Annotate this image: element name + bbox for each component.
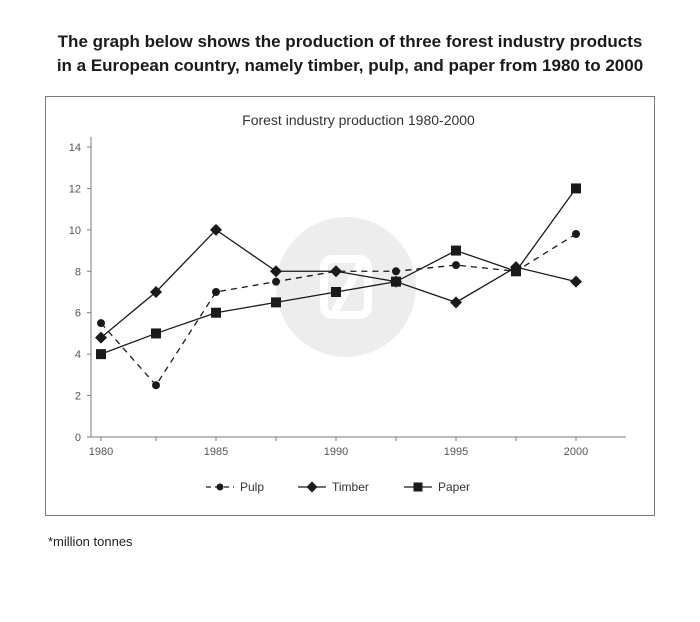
svg-text:1995: 1995 — [444, 446, 468, 458]
svg-text:12: 12 — [69, 183, 81, 195]
svg-text:10: 10 — [69, 224, 81, 236]
svg-text:Paper: Paper — [438, 480, 470, 494]
svg-text:Timber: Timber — [332, 480, 369, 494]
svg-text:14: 14 — [69, 142, 81, 154]
svg-text:2000: 2000 — [564, 446, 588, 458]
svg-text:1990: 1990 — [324, 446, 348, 458]
line-chart: 0 2 4 6 8 10 12 14 1980 1985 1990 1995 2000 Forest in… — [46, 97, 654, 515]
footnote: *million tonnes — [48, 534, 660, 549]
page-title: The graph below shows the production of … — [50, 30, 650, 78]
svg-text:Pulp: Pulp — [240, 480, 264, 494]
svg-text:8: 8 — [75, 266, 81, 278]
svg-text:1985: 1985 — [204, 446, 228, 458]
svg-text:2: 2 — [75, 390, 81, 402]
svg-text:4: 4 — [75, 349, 81, 361]
svg-text:0: 0 — [75, 432, 81, 444]
svg-text:1980: 1980 — [89, 446, 113, 458]
svg-text:Forest industry production 198: Forest industry production 1980-2000 — [242, 112, 475, 128]
svg-text:6: 6 — [75, 307, 81, 319]
chart-container: 0 2 4 6 8 10 12 14 1980 1985 1990 1995 2000 Forest in… — [45, 96, 655, 516]
